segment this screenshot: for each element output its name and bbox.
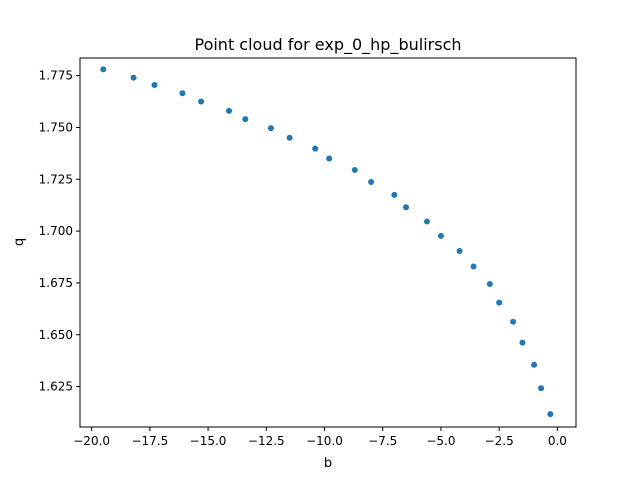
- y-tick-label: 1.625: [39, 380, 73, 394]
- data-point-23: [531, 361, 538, 368]
- y-tick-label: 1.750: [39, 120, 73, 134]
- x-tick-label: −5.0: [426, 434, 455, 448]
- data-point-15: [423, 218, 430, 225]
- data-point-19: [486, 280, 493, 287]
- x-tick-label: −2.5: [485, 434, 514, 448]
- plot-area: [79, 57, 577, 428]
- y-axis: 1.625 1.650 1.675 1.700 1.725 1.750 1.775: [39, 69, 80, 394]
- data-point-13: [391, 191, 398, 198]
- x-tick-label: −7.5: [368, 434, 397, 448]
- y-tick-label: 1.700: [39, 224, 73, 238]
- data-point-5: [226, 107, 233, 114]
- data-point-18: [470, 263, 477, 270]
- data-point-8: [286, 134, 293, 141]
- data-point-0: [100, 66, 107, 73]
- y-tick-label: 1.775: [39, 69, 73, 83]
- axes-frame: [79, 57, 577, 428]
- data-point-16: [437, 232, 444, 239]
- x-tick-label: −10.0: [306, 434, 343, 448]
- data-point-2: [151, 81, 158, 88]
- y-tick-label: 1.650: [39, 328, 73, 342]
- x-tick-label: −17.5: [131, 434, 168, 448]
- data-point-24: [538, 385, 545, 392]
- data-point-11: [351, 166, 358, 173]
- data-point-17: [456, 248, 463, 254]
- data-point-9: [312, 145, 319, 152]
- y-tick-label: 1.725: [39, 172, 73, 186]
- y-axis-label: q: [12, 238, 27, 246]
- x-tick-label: −20.0: [73, 434, 110, 448]
- data-point-21: [510, 318, 517, 325]
- data-point-3: [179, 90, 186, 97]
- chart-title: Point cloud for exp_0_hp_bulirsch: [194, 35, 461, 55]
- data-point-6: [242, 116, 249, 123]
- data-point-7: [267, 125, 274, 132]
- data-point-20: [496, 299, 503, 306]
- x-axis: −20.0 −17.5 −15.0 −12.5 −10.0 −7.5 −5.0 −2.5 0.0: [73, 427, 567, 448]
- data-point-4: [198, 98, 205, 105]
- x-tick-label: −15.0: [190, 434, 227, 448]
- data-point-22: [519, 339, 526, 346]
- x-tick-label: 0.0: [548, 434, 567, 448]
- data-point-12: [368, 178, 375, 185]
- data-point-1: [130, 74, 137, 81]
- data-point-25: [547, 411, 554, 418]
- data-point-14: [403, 204, 410, 211]
- x-tick-label: −12.5: [248, 434, 285, 448]
- y-tick-label: 1.675: [39, 276, 73, 290]
- x-axis-label: b: [324, 456, 332, 471]
- data-point-10: [326, 155, 333, 162]
